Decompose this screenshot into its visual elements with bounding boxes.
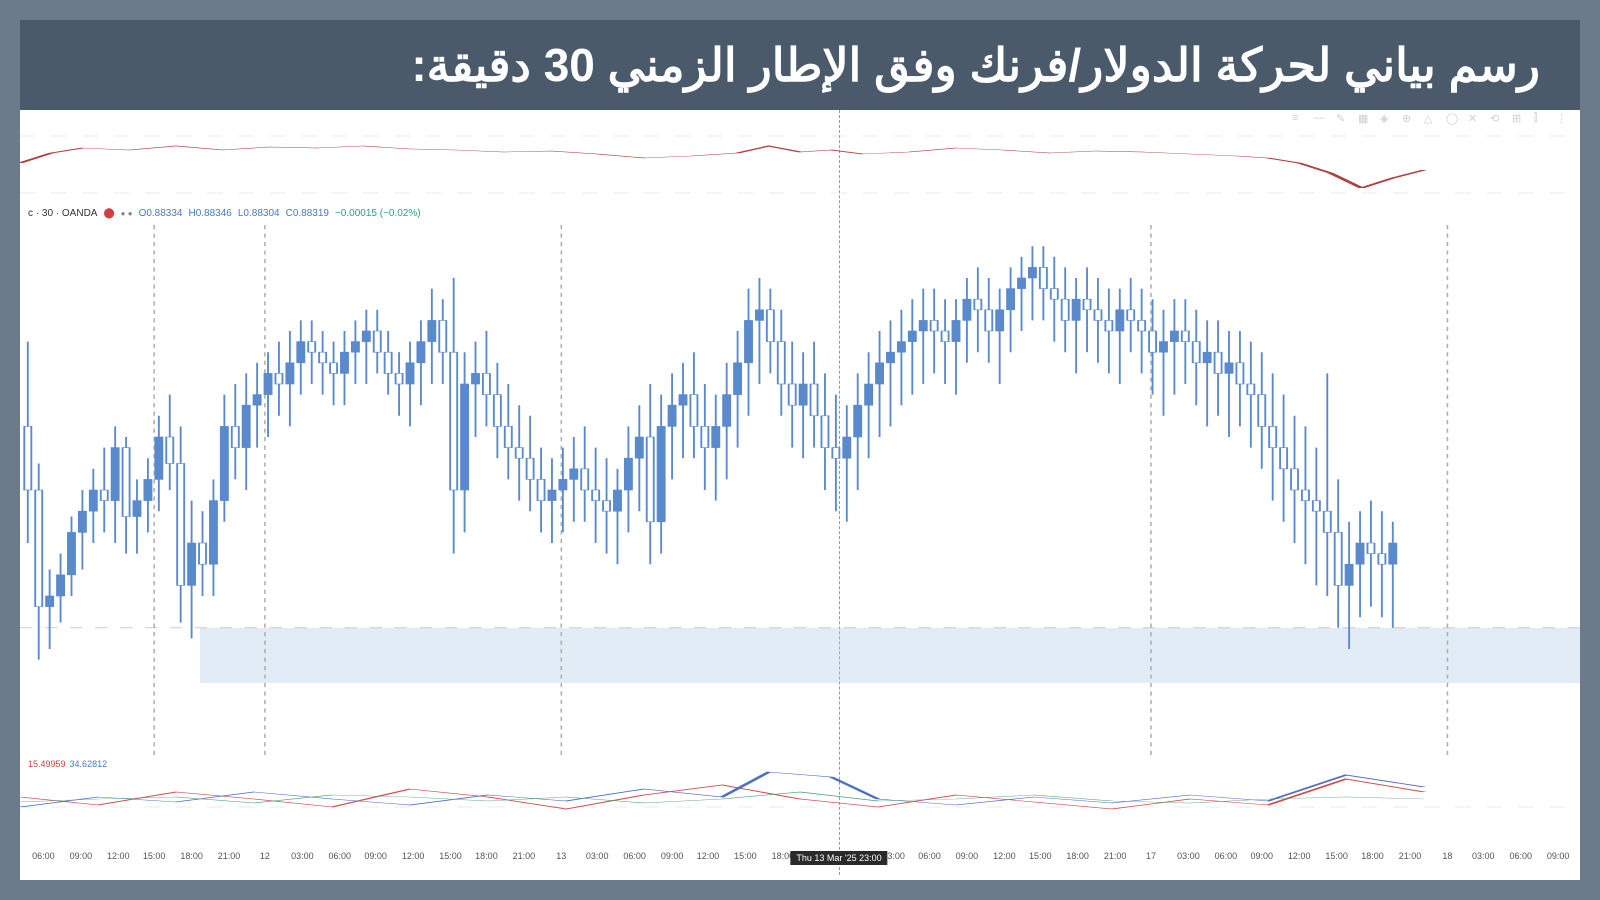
chart-toolbar[interactable]: ≡—✎▦◈⊕△◯✕⟲⊞⫿⋮: [1292, 112, 1570, 126]
time-axis: 06:0009:0012:0015:0018:0021:001203:0006:…: [20, 851, 1580, 869]
flag-icon: ⬤: [103, 208, 114, 219]
oscillator-panel: 15.49959 34.62812: [20, 767, 1580, 847]
top-indicator-panel: [20, 128, 1580, 198]
chart-container[interactable]: ≡—✎▦◈⊕△◯✕⟲⊞⫿⋮ c · 30 · OANDA ⬤ ● ● O0.88…: [20, 110, 1580, 875]
osc-value-1: 15.49959: [28, 759, 66, 769]
candlestick-chart[interactable]: [20, 225, 1580, 755]
time-axis-highlight: Thu 13 Mar '25 23:00: [790, 851, 887, 865]
ohlc-info: c · 30 · OANDA ⬤ ● ● O0.88334 H0.88346 L…: [28, 208, 421, 219]
osc-value-2: 34.62812: [70, 759, 108, 769]
symbol-label: c · 30 · OANDA: [28, 208, 97, 219]
page-title: رسم بياني لحركة الدولار/فرنك وفق الإطار …: [20, 20, 1580, 110]
